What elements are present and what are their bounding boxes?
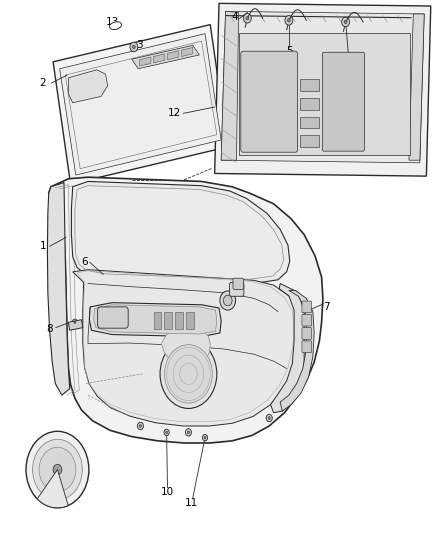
Polygon shape — [49, 177, 323, 443]
Ellipse shape — [110, 22, 122, 29]
Bar — [300, 98, 319, 110]
Circle shape — [187, 431, 190, 434]
FancyBboxPatch shape — [241, 51, 297, 152]
Polygon shape — [161, 328, 210, 368]
Text: 6: 6 — [81, 257, 88, 267]
Polygon shape — [68, 320, 83, 330]
Circle shape — [26, 431, 89, 508]
Text: 5: 5 — [286, 46, 293, 56]
Polygon shape — [271, 284, 304, 413]
Circle shape — [160, 340, 217, 408]
Circle shape — [138, 422, 144, 430]
Circle shape — [164, 429, 169, 435]
Text: 11: 11 — [185, 497, 198, 507]
Circle shape — [132, 45, 135, 49]
Polygon shape — [94, 305, 217, 334]
Circle shape — [72, 319, 78, 326]
Polygon shape — [280, 290, 314, 411]
Bar — [175, 312, 183, 329]
Bar — [186, 312, 194, 329]
FancyBboxPatch shape — [302, 328, 311, 340]
Text: 12: 12 — [167, 108, 180, 118]
Text: 9: 9 — [31, 481, 37, 490]
Circle shape — [244, 13, 251, 23]
Polygon shape — [221, 11, 239, 160]
Circle shape — [185, 429, 191, 436]
Circle shape — [53, 464, 62, 475]
Polygon shape — [167, 51, 179, 60]
Polygon shape — [60, 34, 221, 175]
Polygon shape — [132, 45, 199, 69]
Circle shape — [164, 345, 212, 403]
Circle shape — [110, 310, 112, 312]
Polygon shape — [71, 181, 290, 284]
Polygon shape — [53, 25, 228, 184]
Bar — [300, 117, 319, 128]
Circle shape — [108, 308, 114, 315]
FancyBboxPatch shape — [98, 307, 128, 328]
Text: 7: 7 — [323, 302, 329, 312]
Text: 3: 3 — [136, 41, 143, 50]
Circle shape — [344, 20, 347, 23]
FancyBboxPatch shape — [302, 341, 311, 353]
Circle shape — [32, 439, 82, 500]
Polygon shape — [239, 33, 410, 155]
Polygon shape — [153, 54, 165, 63]
Circle shape — [204, 437, 206, 439]
FancyBboxPatch shape — [302, 301, 311, 313]
FancyBboxPatch shape — [230, 282, 244, 296]
Wedge shape — [37, 470, 68, 508]
Polygon shape — [221, 11, 424, 163]
Circle shape — [130, 42, 138, 52]
FancyBboxPatch shape — [302, 314, 311, 326]
Circle shape — [74, 321, 76, 324]
Circle shape — [266, 414, 272, 422]
Polygon shape — [47, 182, 70, 395]
Text: 8: 8 — [46, 324, 53, 334]
Circle shape — [220, 291, 236, 310]
Bar — [164, 312, 172, 329]
Text: 1: 1 — [40, 241, 47, 251]
Circle shape — [166, 431, 167, 433]
Circle shape — [268, 417, 270, 419]
Bar — [300, 79, 319, 91]
Bar — [300, 135, 319, 147]
Circle shape — [139, 425, 141, 427]
FancyBboxPatch shape — [233, 278, 244, 289]
Polygon shape — [181, 47, 193, 56]
Circle shape — [202, 434, 208, 441]
Text: 4: 4 — [231, 12, 238, 22]
Polygon shape — [409, 14, 424, 160]
Polygon shape — [89, 303, 221, 337]
Circle shape — [342, 17, 350, 27]
FancyBboxPatch shape — [322, 52, 364, 151]
Text: 2: 2 — [39, 78, 46, 88]
Circle shape — [223, 295, 232, 306]
Bar — [153, 312, 161, 329]
Polygon shape — [140, 57, 151, 66]
Polygon shape — [73, 270, 300, 426]
Text: 4: 4 — [346, 62, 353, 72]
Circle shape — [287, 19, 290, 22]
Polygon shape — [215, 3, 431, 176]
Text: 13: 13 — [106, 17, 119, 27]
Circle shape — [39, 447, 76, 492]
Circle shape — [246, 17, 249, 20]
Polygon shape — [68, 70, 108, 103]
Text: 10: 10 — [161, 487, 174, 497]
Circle shape — [285, 15, 293, 25]
